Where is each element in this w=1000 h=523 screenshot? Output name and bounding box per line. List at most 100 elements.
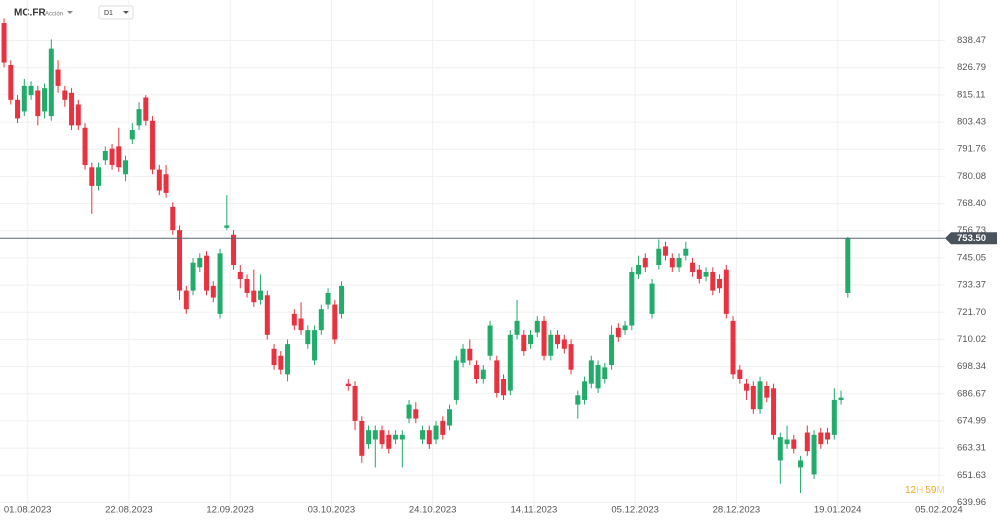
candle-body [750,385,756,410]
y-tick-label: 803.43 [957,117,986,128]
candle-body [231,234,237,266]
candle-body [582,381,588,400]
candle-body [305,330,311,345]
candle-body [480,369,486,380]
y-tick-label: 639.96 [957,497,986,508]
candle-body [251,290,257,303]
candle-body [831,399,837,435]
candle-body [399,434,405,440]
y-tick-label: 733.37 [957,280,986,291]
y-tick-label: 710.02 [957,334,986,345]
candle-body [460,348,466,363]
candle-body [690,262,696,272]
candle-body [345,383,351,386]
candle-body [123,160,129,175]
timeframe-caret [123,11,129,14]
candle-body [312,330,318,361]
y-tick-label: 721.70 [957,307,986,318]
x-tick-label: 22.08.2023 [105,505,153,516]
countdown-m: M [936,485,944,496]
candle-body [764,385,770,398]
candle-body [116,146,122,168]
countdown-minutes: 59 [925,485,937,496]
candle-body [386,434,392,449]
candle-body [197,258,203,268]
candle-body [528,334,534,345]
candle-body [798,460,804,468]
candle-body [339,285,345,314]
candle-body [636,265,642,275]
candle-body [595,365,601,389]
y-tick-label: 768.40 [957,198,986,209]
candle-body [710,271,716,291]
y-tick-label: 745.05 [957,252,986,263]
candle-body [541,320,547,356]
y-tick-label: 838.47 [957,35,986,46]
x-tick-label: 03.10.2023 [308,505,356,516]
candle-body [89,167,95,186]
candle-body [325,292,331,305]
candle-body [696,269,702,279]
countdown-hours: 12 [905,485,917,496]
symbol-dropdown[interactable] [67,11,73,14]
candle-body [406,404,412,419]
last-price-tag [945,232,997,245]
candle-body [669,258,675,268]
candle-body [467,348,473,361]
x-tick-label: 24.10.2023 [409,505,457,516]
candle-body [156,169,162,191]
candle-body [501,379,507,396]
y-tick-label: 663.31 [957,443,986,454]
candle-body [744,383,750,391]
x-tick-label: 05.12.2023 [611,505,659,516]
y-tick-label: 698.34 [957,361,986,372]
candle-body [561,339,567,349]
candle-body [82,127,88,165]
candle-body [656,248,662,266]
candle-body [224,225,230,228]
candle-body [217,253,223,314]
candle-body [642,258,648,268]
candle-body [420,430,426,440]
candle-body [818,432,824,445]
candle-body [291,313,297,326]
candle-body [332,304,338,340]
candle-body [757,381,763,410]
candle-body [447,409,453,426]
candle-body [69,92,75,126]
candle-body [8,64,14,100]
candle-body [372,430,378,440]
candle-body [204,255,210,291]
timeframe-select[interactable] [98,5,134,20]
candle-body [55,69,61,86]
candle-body [170,206,176,231]
candle-body [285,344,291,375]
candle-body [143,97,149,121]
candle-body [426,430,432,445]
candle-body [271,348,277,366]
timeframe: D1 [104,10,113,17]
candle-body [730,320,736,375]
candle-body [244,278,250,293]
candle-body [717,278,723,289]
y-tick-label: 756.73 [957,225,986,236]
candle-body [102,150,108,161]
candle-body [163,174,169,193]
instrument-kind: Acción [45,12,63,18]
candle-body [75,104,81,126]
candle-body [258,290,264,300]
candle-body [548,334,554,356]
candle-body [366,430,372,445]
candle-body [609,334,615,366]
candle-body [28,85,34,96]
y-tick-label: 791.76 [957,144,986,155]
candle-body [838,397,844,400]
candle-body [42,88,48,112]
candle-body [777,437,783,461]
symbol: MC.FR [14,8,46,19]
candle-body [109,148,115,165]
x-tick-label: 14.11.2023 [511,505,558,516]
candle-body [676,258,682,268]
